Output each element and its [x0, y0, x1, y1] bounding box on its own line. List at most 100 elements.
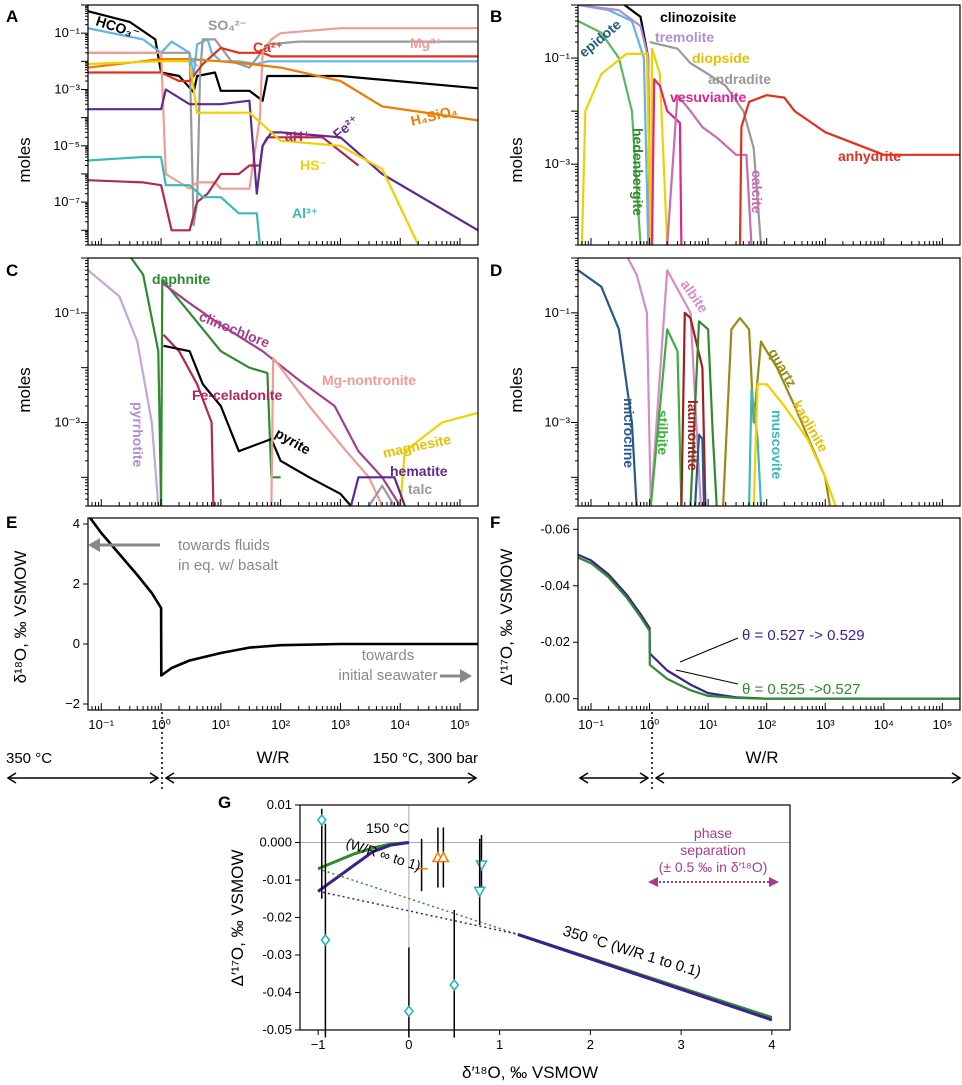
label-hedenbergite: hedenbergite — [630, 128, 646, 216]
panel-e-chart: 10⁻¹ 10⁰ 10¹ 10² 10³ 10⁴ 10⁵ 4 2 0 −2 — [65, 516, 479, 732]
y-tick-label: 10⁻¹ — [544, 305, 570, 320]
y-tick-label: 10⁻³ — [544, 414, 570, 429]
y-tick-label: -0.01 — [262, 872, 292, 887]
series-line-1 — [88, 269, 160, 506]
green-dotted-extension — [317, 868, 519, 936]
series-line-1 — [578, 556, 960, 700]
series-line-0 — [88, 518, 478, 677]
note-initial-seawater: initial seawater — [338, 667, 437, 684]
label-pyrite: pyrite — [273, 425, 314, 458]
x-tick-label: 10⁻¹ — [88, 717, 114, 732]
series-line-3 — [317, 841, 410, 893]
series-line-7 — [748, 388, 763, 506]
panel-g-chart: −1 0 1 2 3 4 0.01 0.000 -0.01 -0.02 -0.03 -0.04 -0.0… — [259, 797, 791, 1052]
note-150c: 150 °C — [366, 820, 409, 836]
label-tremolite: tremolite — [655, 29, 714, 45]
label-stilbite: stilbite — [655, 410, 671, 455]
y-tick-label: 2 — [73, 576, 80, 591]
labels-b: clinozoisite epidote tremolite diopside … — [576, 9, 902, 216]
ylabel-f: Δ′¹⁷O, ‰ VSMOW — [497, 549, 516, 686]
x-tick-label: 4 — [768, 1037, 775, 1052]
series-line-7 — [666, 94, 753, 245]
y-tick-label: 0 — [73, 636, 80, 651]
series-line-2 — [161, 282, 402, 506]
label-microcline: microcline — [621, 398, 637, 468]
note-separation: separation — [680, 842, 745, 858]
x-tick-label: 10¹ — [211, 717, 230, 732]
x-tick-label: 1 — [496, 1037, 503, 1052]
panel-f-chart: 10⁻¹ 10⁰ 10¹ 10² 10³ 10⁴ 10⁵ -0.06 -0.04 -0.02 0.0… — [540, 517, 961, 732]
temp-low-label: 350 °C — [6, 750, 52, 767]
y-tick-label: -0.04 — [262, 985, 292, 1000]
y-tick-label: -0.02 — [540, 634, 570, 649]
panel-a-chart: 10⁻¹ 10⁻³ 10⁻⁵ 10⁻⁷ — [53, 4, 479, 246]
label-hematite: hematite — [390, 463, 448, 479]
y-tick-label: 10⁻³ — [54, 81, 80, 96]
label-andradite: andradite — [708, 71, 771, 87]
series-line-4 — [163, 344, 352, 506]
label-clinozoisite: clinozoisite — [660, 9, 736, 25]
ylabel-b: moles — [507, 137, 526, 182]
plot-frame — [87, 4, 479, 246]
note-phase-range: (± 0.5 ‰ in δ′¹⁸O) — [659, 859, 768, 875]
series-line-5 — [88, 57, 478, 122]
panel-letter-d: D — [490, 261, 502, 280]
series-line-8 — [738, 94, 960, 245]
label-clinochlore: clinochlore — [197, 308, 272, 351]
x-tick-label: 10³ — [816, 717, 835, 732]
label-hs: HS⁻ — [300, 157, 327, 173]
y-tick-label: 10⁻⁵ — [53, 138, 80, 153]
label-theta-green: θ = 0.525 ->0.527 — [742, 681, 860, 698]
label-magnesite: magnesite — [381, 431, 452, 461]
y-tick-label: -0.05 — [262, 1022, 292, 1037]
x-tick-label: 10⁵ — [450, 717, 470, 732]
series-line-8 — [88, 60, 420, 245]
series-line-2 — [578, 20, 642, 245]
label-albite: albite — [678, 277, 712, 316]
xlabel-f: W/R — [745, 748, 778, 767]
x-tick-label: 3 — [677, 1037, 684, 1052]
y-tick-label: -0.04 — [540, 578, 570, 593]
label-daphnite: daphnite — [152, 271, 211, 287]
label-al: Al³⁺ — [292, 205, 318, 221]
label-quartz: quartz — [765, 346, 800, 390]
purple-dotted-extension — [317, 890, 518, 936]
panel-letter-a: A — [6, 7, 18, 26]
label-calcite: calcite — [749, 170, 765, 214]
y-tick-label: 10⁻³ — [544, 156, 570, 171]
series-line-4 — [580, 47, 669, 245]
label-fe-celadonite: Fe-celadonite — [192, 387, 282, 403]
annotations-e: towards fluids in eq. w/ basalt towards … — [88, 537, 472, 684]
label-vesuvianite: vesuvianite — [670, 89, 746, 105]
series-line-1 — [517, 932, 773, 1022]
label-hco3: HCO₃⁻ — [94, 13, 142, 42]
series-line-0 — [88, 10, 478, 102]
series-line-4 — [694, 433, 706, 506]
ylabel-e: δ¹⁸O, ‰ VSMOW — [11, 551, 30, 684]
data-point-8 — [415, 838, 428, 892]
label-laumontite: laumontite — [685, 400, 701, 471]
labels-a: HCO₃⁻ K⁺ SO₄²⁻ Ca²⁺ Mg²⁺ H₄SiO₄ aH⁺ Fe²⁺… — [94, 13, 459, 221]
x-tick-label: 10⁴ — [390, 717, 410, 732]
ylabel-c: moles — [15, 367, 34, 412]
series-line-8 — [752, 383, 837, 506]
series-line-3 — [680, 311, 707, 506]
label-pyrrhotite: pyrrhotite — [130, 402, 146, 468]
panel-letter-f: F — [490, 513, 500, 532]
data-point-3 — [449, 910, 460, 1038]
xlabel-g: δ′¹⁸O, ‰ VSMOW — [462, 1063, 598, 1082]
x-tick-label: 10² — [271, 717, 290, 732]
data-point-7 — [437, 827, 450, 888]
xlabel-e: W/R — [256, 748, 289, 767]
y-tick-label: -0.03 — [262, 947, 292, 962]
ylabel-a: moles — [15, 137, 34, 182]
data-point-4 — [475, 835, 488, 892]
y-tick-label: 0.01 — [267, 797, 292, 812]
series-line-6 — [722, 317, 831, 506]
series-line-5 — [649, 41, 763, 245]
y-tick-label: −2 — [65, 696, 80, 711]
panel-letter-g: G — [218, 793, 231, 812]
y-tick-label: 10⁻⁷ — [54, 194, 80, 209]
series-line-4 — [88, 27, 478, 190]
panel-c-chart: 10⁻¹ 10⁻³ — [54, 257, 479, 507]
